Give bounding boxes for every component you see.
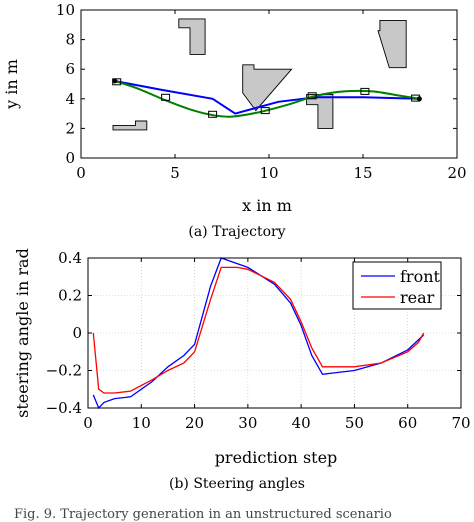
obstacle-1: [178, 18, 206, 55]
legend-label-rear: rear: [400, 288, 435, 307]
trajectory-ylabel: y in m: [2, 59, 21, 110]
x-tick-label: 10: [132, 414, 151, 432]
goal-marker: [416, 96, 422, 102]
x-tick-label: 20: [447, 164, 466, 182]
vehicle-marker: [161, 93, 171, 101]
trajectory-xlabel: x in m: [242, 196, 292, 215]
obstacle-2: [242, 64, 293, 112]
steering-series-front: [92, 257, 425, 410]
y-tick-label: 6: [65, 60, 75, 78]
vehicle-marker: [208, 110, 218, 118]
x-tick-label: 70: [451, 414, 470, 432]
y-tick-label: 0.4: [58, 249, 82, 267]
y-tick-label: −0.2: [46, 362, 82, 380]
y-tick-label: 0: [65, 149, 75, 167]
x-tick-label: 0: [83, 414, 93, 432]
y-tick-label: 0.2: [58, 287, 82, 305]
x-tick-label: 0: [76, 164, 86, 182]
x-tick-label: 20: [185, 414, 204, 432]
obstacle-4: [377, 19, 407, 69]
caption-steering: (b) Steering angles: [169, 476, 305, 492]
trajectory-axes: 0 5 10 15 20 0 2 4 6 8 10: [56, 1, 467, 182]
y-tick-label: 10: [56, 1, 75, 19]
y-tick-label: 0: [72, 324, 82, 342]
steering-axes: 0 10 20 30 40 50 60 70 0.4 0.2 0 −0.2 −0.4: [46, 249, 471, 432]
obstacle-3: [306, 93, 334, 129]
steering-ylabel: steering angle in rad: [13, 248, 32, 418]
caption-trajectory: (a) Trajectory: [188, 224, 286, 240]
steering-xlabel: prediction step: [215, 448, 338, 467]
x-tick-label: 50: [345, 414, 364, 432]
y-tick-label: 2: [65, 119, 75, 137]
vehicle-marker: [360, 87, 370, 95]
trajectory-markers: [112, 78, 422, 118]
x-tick-label: 5: [170, 164, 180, 182]
x-tick-label: 30: [238, 414, 257, 432]
obstacle-layer: [112, 18, 407, 131]
x-tick-label: 10: [259, 164, 278, 182]
legend-label-front: front: [400, 267, 441, 286]
vehicle-marker: [260, 107, 270, 115]
trajectory-plot: 0 5 10 15 20 0 2 4 6 8 10 x in m y in m: [2, 1, 467, 215]
figure-caption: Fig. 9. Trajectory generation in an unst…: [14, 507, 392, 522]
x-tick-label: 15: [353, 164, 372, 182]
steering-plot: 0 10 20 30 40 50 60 70 0.4 0.2 0 −0.2 −0.4 front rea…: [13, 248, 471, 467]
start-marker: [112, 78, 118, 84]
obstacle-5: [112, 120, 148, 131]
steering-series-rear: [92, 266, 425, 394]
steering-lines: [92, 257, 425, 410]
y-tick-label: −0.4: [46, 399, 82, 417]
x-tick-label: 40: [292, 414, 311, 432]
x-tick-label: 60: [398, 414, 417, 432]
y-tick-label: 8: [65, 31, 75, 49]
vehicle-marker: [307, 92, 317, 100]
steering-legend: front rear: [352, 261, 442, 310]
trajectory-series-1: [114, 80, 420, 115]
y-tick-label: 4: [65, 90, 75, 108]
legend-box: [352, 261, 442, 310]
